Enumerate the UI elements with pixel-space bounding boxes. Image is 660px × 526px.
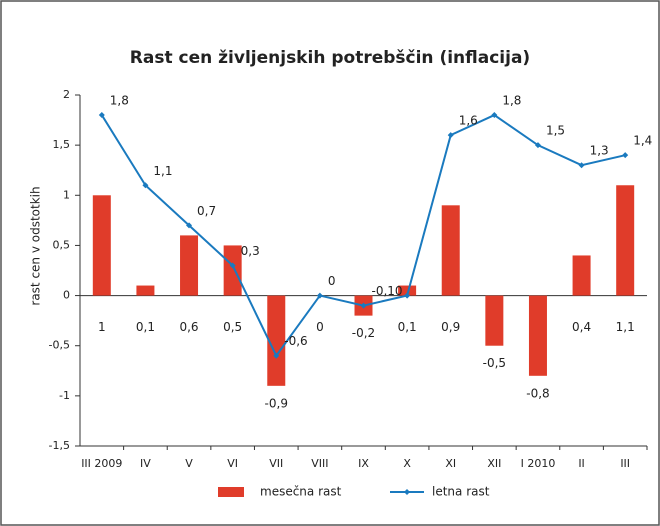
line-value-label: 1,5	[546, 124, 565, 138]
bar	[572, 255, 591, 296]
bar-value-label: -0,8	[526, 386, 549, 400]
bar-value-label: 0	[316, 320, 324, 334]
x-tick-label: V	[185, 457, 193, 470]
bar-value-label: 0,5	[223, 320, 242, 334]
bar-value-label: 0,6	[179, 320, 198, 334]
line-value-label: 1,6	[459, 114, 478, 128]
legend-label: mesečna rast	[260, 485, 342, 499]
y-tick-label: -1,5	[49, 439, 70, 452]
line-marker	[447, 132, 454, 139]
line-value-label: 0,3	[241, 244, 260, 258]
line-marker	[142, 182, 149, 189]
line-marker	[534, 142, 541, 149]
bar	[485, 295, 504, 346]
line-marker	[491, 112, 498, 119]
legend-marker	[404, 489, 410, 495]
bar	[267, 295, 286, 386]
line-marker	[578, 162, 585, 169]
x-tick-label: II	[578, 457, 585, 470]
line-value-label: 1,8	[110, 94, 129, 108]
y-tick-label: -1	[59, 389, 70, 402]
bar	[180, 235, 199, 296]
line-marker	[404, 292, 411, 299]
bar-value-label: 0,1	[136, 320, 155, 334]
bar-value-label: 0,1	[398, 320, 417, 334]
bar-value-label: -0,5	[483, 356, 506, 370]
bar-value-label: 1	[98, 320, 106, 334]
line-value-label: -0,10	[372, 284, 403, 298]
bar	[136, 285, 155, 296]
bar	[441, 205, 460, 296]
x-tick-label: VII	[269, 457, 283, 470]
chart-title: Rast cen življenjskih potrebščin (inflac…	[130, 48, 530, 68]
line-value-label: 1,1	[153, 164, 172, 178]
y-tick-label: -0,5	[49, 339, 70, 352]
line-value-label: -0,6	[284, 334, 307, 348]
line-value-label: 1,4	[633, 134, 652, 148]
line-value-label: 1,8	[502, 94, 521, 108]
bar-value-label: -0,2	[352, 326, 375, 340]
x-tick-label: III 2009	[81, 457, 122, 470]
y-tick-label: 2	[63, 88, 70, 101]
y-tick-label: 0,5	[53, 238, 71, 251]
bar-value-label: 1,1	[616, 320, 635, 334]
x-tick-label: XII	[487, 457, 501, 470]
x-tick-label: III	[620, 457, 630, 470]
y-tick-label: 1,5	[53, 138, 71, 151]
x-tick-label: IX	[358, 457, 369, 470]
x-tick-label: VIII	[311, 457, 328, 470]
line-marker	[98, 112, 105, 119]
x-tick-label: XI	[445, 457, 456, 470]
line-marker	[316, 292, 323, 299]
line-value-label: 0	[328, 274, 336, 288]
bar-value-label: -0,9	[265, 396, 288, 410]
line-marker	[229, 262, 236, 269]
line-marker	[622, 152, 629, 159]
bar-value-label: 0,4	[572, 320, 591, 334]
y-axis-label: rast cen v odstotkih	[29, 186, 43, 305]
bar	[398, 285, 417, 296]
y-tick-label: 0	[63, 289, 70, 302]
x-tick-label: I 2010	[521, 457, 556, 470]
line-marker	[186, 222, 193, 229]
line-marker	[360, 302, 367, 309]
bar	[528, 295, 547, 376]
bar	[92, 195, 111, 296]
line-marker	[273, 352, 280, 359]
bar	[223, 245, 242, 296]
bar	[616, 185, 635, 296]
y-tick-label: 1	[63, 188, 70, 201]
x-tick-label: IV	[140, 457, 151, 470]
legend-label: letna rast	[432, 485, 490, 499]
bar-value-label: 0,9	[441, 320, 460, 334]
line-value-label: 0,7	[197, 204, 216, 218]
x-tick-label: X	[403, 457, 411, 470]
legend-swatch	[218, 487, 244, 497]
x-tick-label: VI	[227, 457, 238, 470]
line-value-label: 1,3	[590, 144, 609, 158]
